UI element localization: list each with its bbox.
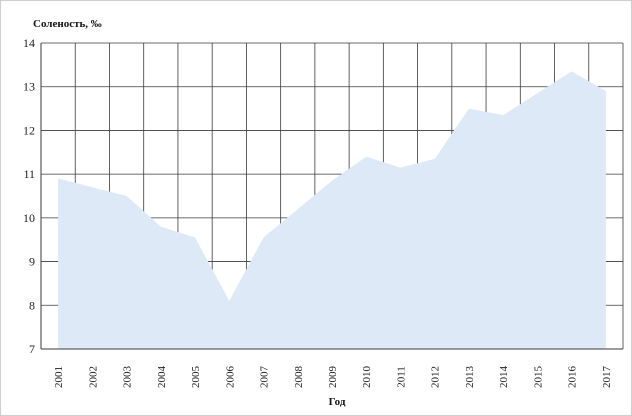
x-tick-label: 2007 bbox=[259, 366, 271, 389]
salinity-area bbox=[58, 71, 606, 350]
area-layer bbox=[58, 71, 606, 350]
x-tick-label: 2003 bbox=[122, 366, 134, 389]
x-tick-label: 2009 bbox=[327, 366, 339, 389]
y-axis-label: Соленость, ‰ bbox=[33, 18, 102, 30]
x-tick-label: 2008 bbox=[293, 366, 305, 389]
y-tick-label: 8 bbox=[29, 298, 35, 312]
axes bbox=[40, 43, 623, 350]
x-axis-label: Год bbox=[329, 396, 346, 408]
y-tick-label: 12 bbox=[23, 123, 35, 137]
x-tick-label: 2013 bbox=[464, 366, 476, 389]
x-tick-label: 2012 bbox=[430, 366, 442, 388]
x-tick-label: 2004 bbox=[156, 366, 168, 389]
x-tick-label: 2017 bbox=[601, 366, 613, 389]
y-tick-labels: 7 8 9 10 11 12 13 14 bbox=[23, 36, 35, 356]
x-tick-label: 2002 bbox=[87, 366, 99, 388]
x-tick-label: 2016 bbox=[567, 366, 579, 389]
y-tick-label: 13 bbox=[23, 80, 35, 94]
x-tick-label: 2001 bbox=[53, 366, 65, 388]
y-tick-label: 14 bbox=[23, 36, 35, 50]
x-tick-label: 2010 bbox=[361, 366, 373, 389]
x-tick-labels: 2001 2002 2003 2004 2005 2006 2007 2008 2009 2010… bbox=[53, 366, 613, 389]
x-tick-label: 2006 bbox=[224, 366, 236, 389]
x-tick-label: 2014 bbox=[498, 366, 510, 389]
x-tick-label: 2015 bbox=[532, 366, 544, 389]
x-tick-label: 2005 bbox=[190, 366, 202, 389]
y-tick-label: 11 bbox=[23, 167, 35, 181]
y-tick-label: 9 bbox=[29, 255, 35, 269]
x-tick-label: 2011 bbox=[395, 366, 407, 388]
y-tick-label: 7 bbox=[29, 342, 35, 356]
y-tick-label: 10 bbox=[23, 211, 35, 225]
